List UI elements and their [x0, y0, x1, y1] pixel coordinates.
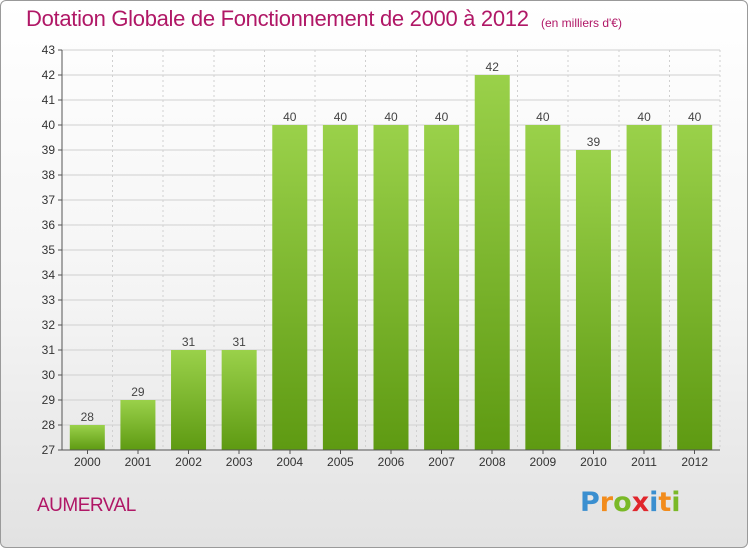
bar-2011: [626, 125, 662, 450]
bar-2009: [525, 125, 561, 450]
axes: 27 28 29 30 31 32 33 34 35 36 37 38 39 40 41 42 43 2000 20…: [42, 43, 720, 469]
logo-letter: r: [599, 487, 614, 518]
proxiti-logo: Proxiti: [580, 487, 681, 518]
bar-2006: [373, 125, 409, 450]
data-labels: 28 29 31 31 40 40 40 40 42 40 39 40 40: [81, 60, 702, 424]
x-tick-label: 2005: [327, 455, 354, 469]
bars: [69, 75, 713, 450]
bar-2002: [171, 350, 207, 450]
y-tick-label: 29: [42, 393, 56, 407]
logo-letter: x: [631, 487, 650, 518]
data-label-2003: 31: [232, 335, 246, 349]
data-label-2006: 40: [384, 110, 398, 124]
y-tick-label: 36: [42, 218, 56, 232]
bar-2010: [575, 150, 611, 450]
data-label-2010: 39: [587, 135, 601, 149]
data-label-2000: 28: [81, 410, 95, 424]
bar-2007: [424, 125, 460, 450]
data-label-2001: 29: [131, 385, 145, 399]
x-tick-label: 2009: [529, 455, 556, 469]
logo-letter: P: [580, 487, 600, 518]
data-label-2012: 40: [688, 110, 702, 124]
bar-2008: [474, 75, 510, 450]
x-tick-label: 2000: [74, 455, 101, 469]
bar-2005: [322, 125, 358, 450]
data-label-2002: 31: [182, 335, 196, 349]
chart-unit: (en milliers d'€): [541, 16, 622, 30]
y-tick-label: 35: [42, 243, 56, 257]
x-tick-label: 2006: [378, 455, 405, 469]
y-tick-label: 42: [42, 68, 56, 82]
y-tick-label: 34: [42, 268, 56, 282]
y-tick-label: 38: [42, 168, 56, 182]
y-tick-label: 27: [42, 443, 56, 457]
bar-2001: [120, 400, 156, 450]
data-label-2007: 40: [435, 110, 449, 124]
x-tick-label: 2012: [681, 455, 708, 469]
y-tick-label: 40: [42, 118, 56, 132]
x-tick-label: 2001: [125, 455, 152, 469]
x-tick-label: 2011: [631, 455, 657, 469]
logo-letter: o: [613, 487, 632, 518]
x-tick-label: 2007: [428, 455, 455, 469]
y-tick-label: 28: [42, 418, 56, 432]
commune-name: AUMERVAL: [37, 495, 136, 516]
x-tick-label: 2008: [479, 455, 506, 469]
y-tick-label: 31: [42, 343, 56, 357]
bar-2004: [272, 125, 308, 450]
bar-2012: [677, 125, 713, 450]
logo-letter: i: [649, 487, 659, 518]
logo-letter: i: [671, 487, 681, 518]
y-tick-label: 30: [42, 368, 56, 382]
y-tick-label: 41: [42, 93, 56, 107]
data-label-2004: 40: [283, 110, 297, 124]
x-tick-label: 2002: [175, 455, 202, 469]
y-tick-label: 43: [42, 43, 56, 57]
y-tick-label: 32: [42, 318, 56, 332]
y-tick-label: 39: [42, 143, 56, 157]
data-label-2009: 40: [536, 110, 550, 124]
x-tick-label: 2010: [580, 455, 607, 469]
bar-2003: [221, 350, 257, 450]
x-tick-label: 2004: [276, 455, 303, 469]
chart-title: Dotation Globale de Fonctionnement de 20…: [26, 6, 529, 31]
data-label-2011: 40: [637, 110, 651, 124]
data-label-2005: 40: [334, 110, 348, 124]
data-label-2008: 42: [486, 60, 500, 74]
x-tick-label: 2003: [226, 455, 253, 469]
y-tick-label: 33: [42, 293, 56, 307]
y-tick-label: 37: [42, 193, 56, 207]
bar-2000: [69, 425, 105, 450]
logo-letter: t: [658, 487, 672, 518]
